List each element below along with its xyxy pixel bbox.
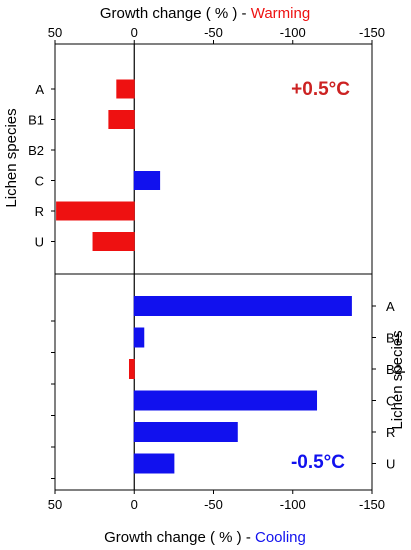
top-category-label: U bbox=[35, 235, 44, 250]
bars-layer bbox=[56, 79, 352, 474]
bottom-x-tick-label: -150 bbox=[359, 497, 385, 512]
top-x-tick-label: -150 bbox=[359, 25, 385, 40]
top-category-label: C bbox=[35, 174, 44, 189]
bottom-category-label: C bbox=[386, 394, 395, 409]
bar-cooling-C bbox=[133, 390, 318, 411]
bar-cooling-B1 bbox=[133, 327, 145, 348]
bottom-category-label: R bbox=[386, 425, 395, 440]
top-x-tick-label: 0 bbox=[131, 25, 138, 40]
bottom-x-tick-label: -50 bbox=[204, 497, 223, 512]
top-x-tick-label: -50 bbox=[204, 25, 223, 40]
bar-cooling-B2 bbox=[128, 359, 135, 379]
bottom-y-axis-label: Lichen species bbox=[389, 330, 406, 429]
bar-warming-R bbox=[56, 201, 135, 221]
bar-cooling-R bbox=[133, 422, 238, 442]
bar-warming-C bbox=[133, 171, 161, 190]
bar-warming-A bbox=[116, 79, 135, 99]
top-x-tick-label: -100 bbox=[280, 25, 306, 40]
bottom-category-label: B1 bbox=[386, 331, 402, 346]
bar-warming-U bbox=[92, 232, 135, 251]
bar-warming-B1 bbox=[108, 110, 135, 129]
bottom-category-label: U bbox=[386, 457, 395, 472]
bar-cooling-A bbox=[133, 296, 352, 316]
top-category-label: B1 bbox=[28, 113, 44, 128]
bottom-temperature-annotation: -0.5°C bbox=[291, 452, 345, 473]
top-category-label: B2 bbox=[28, 143, 44, 158]
bottom-x-tick-label: 0 bbox=[131, 497, 138, 512]
bar-cooling-U bbox=[133, 453, 175, 474]
top-y-axis-label: Lichen species bbox=[3, 108, 20, 207]
bottom-chart-title: Growth change ( % ) - Cooling bbox=[104, 529, 306, 546]
top-temperature-annotation: +0.5°C bbox=[291, 79, 350, 100]
top-chart-title: Growth change ( % ) - Warming bbox=[100, 5, 310, 22]
bottom-x-tick-label: -100 bbox=[280, 497, 306, 512]
top-category-label: R bbox=[35, 204, 44, 219]
top-category-label: A bbox=[35, 82, 44, 97]
bottom-category-label: A bbox=[386, 299, 395, 314]
top-x-tick-label: 50 bbox=[48, 25, 62, 40]
bottom-category-label: B2 bbox=[386, 362, 402, 377]
bottom-x-tick-label: 50 bbox=[48, 497, 62, 512]
